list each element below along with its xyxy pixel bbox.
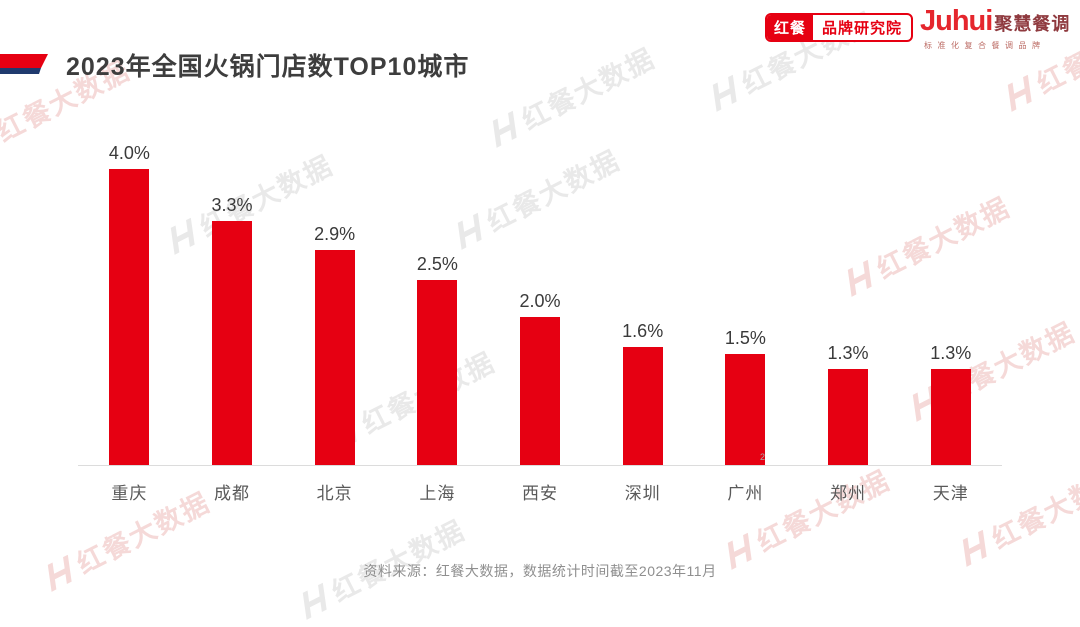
hongcan-logo-right: 品牌研究院 [822, 20, 903, 37]
bar [828, 369, 869, 465]
bar-column: 1.3% [899, 343, 1002, 465]
bar [725, 354, 766, 465]
bar-column: 1.5% [694, 328, 797, 465]
bar [417, 280, 458, 465]
watermark-text: 红餐大数据 [327, 515, 471, 608]
bar-value-label: 1.6% [622, 321, 664, 341]
bar [314, 250, 355, 465]
category-label: 深圳 [624, 484, 661, 503]
bar-chart: 4.0% 3.3% 2.9% 2.5% 2.0% 1.6% 1.5% 1.3% 1.3% 重庆 成… [78, 139, 1002, 504]
bar-value-label: 1.3% [930, 343, 972, 363]
category-label: 广州 [727, 484, 764, 503]
header: 2023年全国火锅门店数TOP10城市 红餐 品牌研究院 Juhui 聚慧餐调 … [0, 0, 1080, 90]
bar-value-label: 1.3% [827, 343, 869, 363]
bar-column: 1.6% [591, 321, 694, 465]
bar-value-label: 4.0% [108, 143, 150, 163]
page-title: 2023年全国火锅门店数TOP10城市 [66, 53, 470, 81]
bar-column: 4.0% [78, 143, 181, 465]
bar-value-label: 2.0% [519, 291, 561, 311]
category-label: 天津 [932, 484, 969, 503]
hongcan-watermark-logo-icon [302, 582, 327, 620]
category-label: 郑州 [830, 484, 867, 503]
bar-value-label: 2.9% [314, 224, 356, 244]
juhui-brand-logo: Juhui 聚慧餐调 标准化复合餐调品牌 [920, 5, 1080, 51]
bar-column: 2.9% [283, 224, 386, 465]
chart-category-axis: 重庆 成都 北京 上海 西安 深圳 广州 郑州 天津 [78, 466, 1002, 504]
chart-plot-area: 4.0% 3.3% 2.9% 2.5% 2.0% 1.6% 1.5% 1.3% 1.3% [78, 139, 1002, 466]
bar [212, 221, 252, 465]
juhui-logo-cjk: 聚慧餐调 [994, 14, 1071, 34]
bar [930, 369, 971, 465]
bar [109, 169, 150, 465]
juhui-logo-latin: Juhui [920, 5, 993, 37]
hongcan-brand-logo: 红餐 品牌研究院 [765, 13, 914, 42]
bar-value-label: 2.5% [416, 254, 458, 274]
bar-column: 1.3% [797, 343, 900, 465]
data-source-note: 资料来源：红餐大数据，数据统计时间截至2023年11月 [363, 563, 717, 579]
category-label: 上海 [419, 484, 456, 503]
juhui-logo-tagline: 标准化复合餐调品牌 [924, 41, 1046, 50]
bar [520, 317, 561, 465]
category-label: 北京 [316, 484, 353, 503]
bar-value-label: 3.3% [211, 195, 253, 215]
bar-column: 3.3% [181, 195, 284, 465]
category-label: 重庆 [111, 484, 148, 503]
bar-column: 2.5% [386, 254, 489, 465]
juhui-logo-row: Juhui 聚慧餐调 [920, 5, 1080, 38]
bar-value-label: 1.5% [724, 328, 766, 348]
hongcan-logo-left: 红餐 [767, 15, 814, 40]
category-label: 西安 [522, 484, 559, 503]
category-label: 成都 [214, 484, 250, 503]
bar [622, 347, 663, 465]
title-marker-flag [0, 54, 48, 74]
bar-column: 2.0% [489, 291, 592, 465]
stray-footnote-digit: 2 [760, 452, 766, 462]
